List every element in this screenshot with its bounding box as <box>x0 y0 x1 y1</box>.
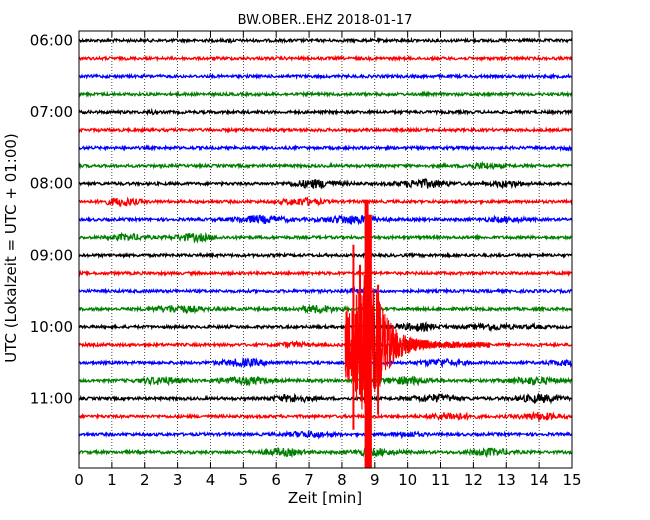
trace-07:00 <box>78 107 573 117</box>
x-tick-label: 15 <box>562 471 581 489</box>
trace-07:45 <box>78 160 573 171</box>
trace-07:15 <box>78 126 573 134</box>
trace-10:15 <box>78 340 573 350</box>
x-tick-label: 6 <box>271 471 281 489</box>
trace-11:00 <box>78 392 573 405</box>
x-tick-label: 0 <box>74 471 84 489</box>
x-tick-label: 14 <box>530 471 549 489</box>
x-tick-label: 2 <box>140 471 150 489</box>
y-tick-label: 06:00 <box>30 32 73 50</box>
trace-11:15 <box>78 410 573 423</box>
y-tick-label: 09:00 <box>30 246 73 264</box>
x-tick-label: 11 <box>431 471 450 489</box>
x-tick-label: 10 <box>398 471 417 489</box>
trace-07:30 <box>78 143 573 153</box>
plot-frame <box>78 30 573 469</box>
x-tick-label: 12 <box>464 471 483 489</box>
trace-08:30 <box>78 214 573 226</box>
y-tick-label: 08:00 <box>30 175 73 193</box>
y-tick-label: 07:00 <box>30 103 73 121</box>
y-axis-label: UTC (Lokalzeit = UTC + 01:00) <box>2 133 20 363</box>
trace-06:45 <box>78 90 573 99</box>
trace-06:00 <box>78 36 573 45</box>
trace-10:45 <box>78 375 573 387</box>
trace-08:45 <box>78 231 573 244</box>
trace-11:30 <box>78 429 573 440</box>
x-tick-label: 4 <box>206 471 216 489</box>
x-axis-label: Zeit [min] <box>288 489 362 507</box>
x-tick-label: 13 <box>497 471 516 489</box>
trace-08:00 <box>78 178 573 190</box>
grid-lines <box>111 31 540 468</box>
event-waveform <box>344 199 491 468</box>
x-tick-label: 7 <box>304 471 314 489</box>
x-tick-label: 1 <box>107 471 117 489</box>
x-tick-label: 9 <box>370 471 380 489</box>
y-tick-label: 11:00 <box>30 390 73 408</box>
x-tick-label: 3 <box>173 471 183 489</box>
trace-09:00 <box>78 251 573 260</box>
y-tick-label: 10:00 <box>30 318 73 336</box>
trace-10:00 <box>78 320 573 333</box>
trace-group <box>78 36 573 459</box>
chart-title: BW.OBER..EHZ 2018-01-17 <box>238 13 413 28</box>
trace-09:30 <box>78 286 573 296</box>
x-tick-label: 5 <box>239 471 249 489</box>
trace-11:45 <box>78 446 573 459</box>
trace-09:15 <box>78 269 573 278</box>
trace-09:45 <box>78 304 573 315</box>
trace-08:15 <box>78 196 573 207</box>
trace-06:30 <box>78 72 573 81</box>
x-tick-label: 8 <box>337 471 347 489</box>
trace-10:30 <box>78 356 573 369</box>
y-axis-ticks: 06:00 07:00 08:00 09:00 10:00 11:00 <box>30 32 85 408</box>
x-axis-ticks: 0 1 2 3 4 5 6 7 8 9 10 11 12 13 14 15 <box>74 31 582 489</box>
trace-06:15 <box>78 54 573 63</box>
